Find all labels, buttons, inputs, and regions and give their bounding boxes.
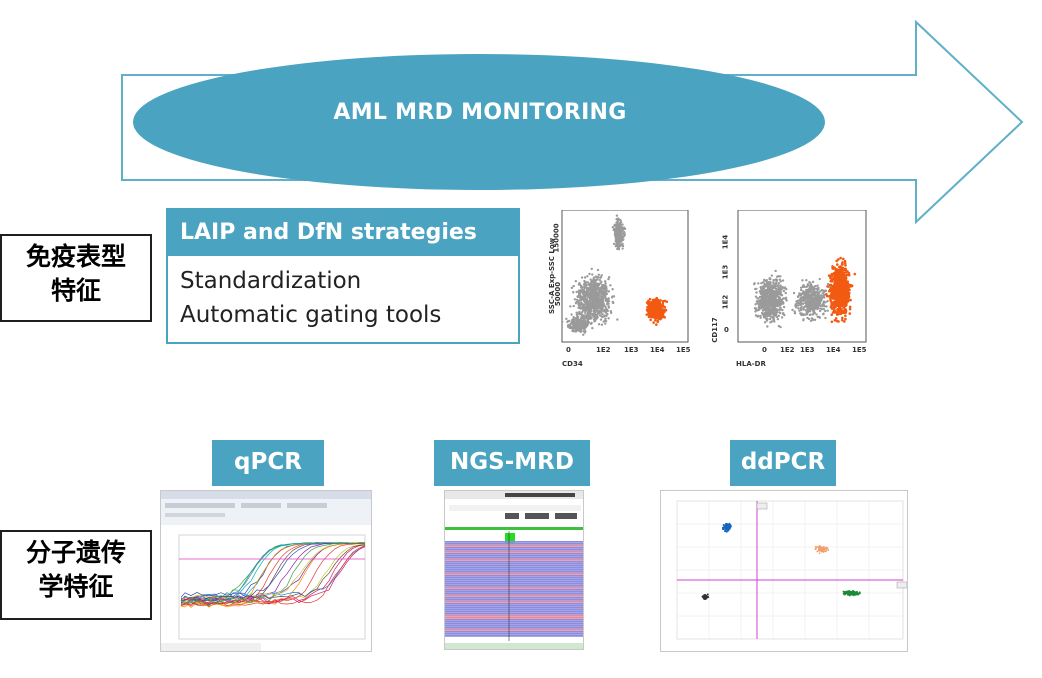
flow2-x-label: HLA-DR: [736, 360, 766, 368]
flow2-ytick: 1E4: [721, 234, 730, 250]
ddpcr-screenshot: [660, 490, 908, 652]
flow-plot-cd34: SSC-A Exp-SSC Low 150000 50000 0 1E2 1E3…: [534, 210, 694, 375]
method-tab-qpcr: qPCR: [212, 440, 324, 486]
flow1-ytick: 50000: [554, 281, 563, 307]
method-tab-ngs: NGS-MRD: [434, 440, 590, 486]
flow2-ytick: 1E3: [721, 264, 730, 280]
timeline-arrow: [121, 19, 1024, 225]
flow1-x-label: CD34: [562, 360, 583, 368]
flow2-xtick: 1E3: [800, 346, 815, 354]
flow1-xtick: 1E2: [596, 346, 611, 354]
flow2-xtick: 0: [762, 346, 767, 354]
flow1-xtick: 0: [566, 346, 571, 354]
laip-strategy-box: LAIP and DfN strategies Standardization …: [166, 208, 520, 344]
molecular-label-line1: 分子遗传: [25, 538, 126, 567]
banner-ellipse: [133, 54, 825, 190]
ngs-screenshot: [444, 490, 584, 650]
immuno-section-label: 免疫表型 特征: [0, 234, 152, 322]
molecular-section-label: 分子遗传 学特征: [0, 530, 152, 620]
qpcr-screenshot: [160, 490, 372, 652]
laip-line-standardization: Standardization: [180, 268, 362, 294]
laip-line-gating: Automatic gating tools: [180, 302, 442, 328]
flow1-xtick: 1E3: [624, 346, 639, 354]
immuno-label-line2: 特征: [50, 276, 101, 305]
flow2-ytick: 1E2: [721, 294, 730, 310]
flow-plot-hladr: CD117 1E4 1E3 1E2 0 0 1E2 1E3 1E4 1E5 HL…: [710, 210, 872, 375]
flow2-xtick: 1E2: [780, 346, 795, 354]
banner-title: AML MRD MONITORING: [333, 100, 627, 125]
flow2-xtick: 1E4: [826, 346, 841, 354]
flow2-y-label: CD117: [710, 317, 719, 343]
molecular-label-line2: 学特征: [38, 572, 114, 601]
flow1-ytick: 150000: [552, 223, 561, 253]
laip-box-title: LAIP and DfN strategies: [168, 210, 518, 256]
flow1-xtick: 1E4: [650, 346, 665, 354]
method-tab-ddpcr: ddPCR: [730, 440, 836, 486]
flow2-xtick: 1E5: [852, 346, 867, 354]
flow2-ytick: 0: [724, 326, 729, 334]
flow1-xtick: 1E5: [676, 346, 691, 354]
immuno-label-line1: 免疫表型: [25, 242, 126, 271]
